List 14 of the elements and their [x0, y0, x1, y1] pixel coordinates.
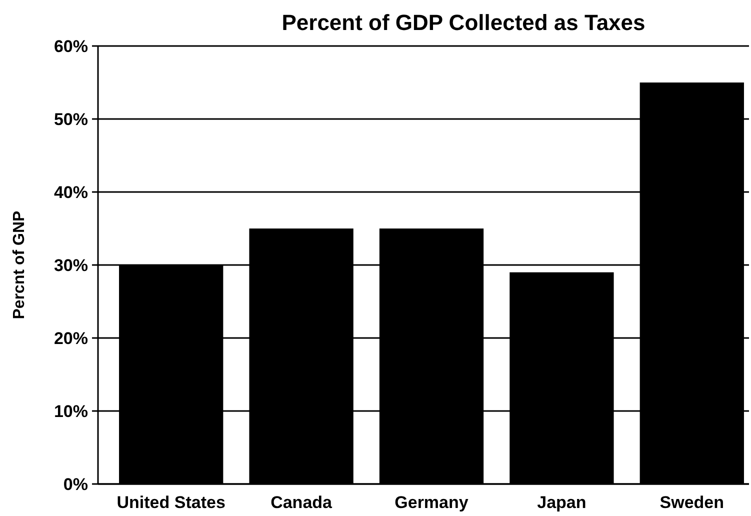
y-tick-label: 10%: [54, 402, 88, 421]
x-tick-label: Canada: [270, 493, 333, 512]
x-tick-label: United States: [116, 493, 226, 512]
y-tick-label: 0%: [63, 474, 88, 494]
y-tick-label: 20%: [54, 328, 88, 348]
y-axis-title: Percnt of GNP: [11, 210, 28, 320]
y-tick-label: 40%: [54, 182, 88, 202]
x-tick-label: Japan: [537, 493, 586, 512]
y-tick-label: 60%: [54, 36, 88, 56]
chart-title: Percent of GDP Collected as Taxes: [282, 10, 646, 35]
x-tick-label: Germany: [394, 493, 469, 512]
x-tick-label: Sweden: [660, 493, 724, 512]
y-tick-label: 50%: [54, 110, 88, 129]
y-tick-label: 30%: [54, 256, 88, 275]
